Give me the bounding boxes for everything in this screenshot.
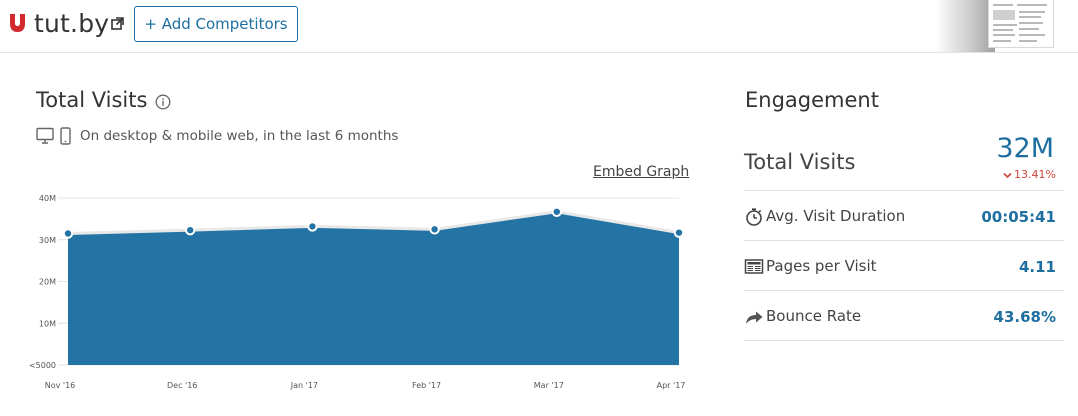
visits-subtitle: On desktop & mobile web, in the last 6 m…	[80, 128, 399, 144]
x-tick-label: Feb '17	[412, 381, 441, 390]
chart-points	[62, 206, 685, 239]
x-axis-ticks: Nov '16 Dec '16 Jan '17 Feb '17 Mar '17 Apr '…	[45, 381, 686, 390]
engagement-divider	[744, 190, 1064, 191]
data-point	[62, 228, 74, 239]
metric-row-pages-per-visit: Pages per Visit 4.11	[744, 253, 1064, 281]
data-point	[551, 206, 562, 217]
visits-change-badge: 13.41%	[1003, 168, 1056, 181]
metric-label: Pages per Visit	[766, 257, 877, 275]
y-tick-label: <5000	[29, 361, 56, 370]
metric-row-bounce-rate: Bounce Rate 43.68%	[744, 303, 1064, 331]
desktop-mobile-icon	[36, 127, 71, 145]
site-header: tut.by + Add Competitors	[0, 0, 1078, 53]
bounce-arrow-icon	[746, 311, 763, 324]
x-tick-label: Mar '17	[534, 381, 564, 390]
data-point	[307, 221, 318, 232]
metric-label: Avg. Visit Duration	[766, 207, 906, 225]
tutby-logo-icon	[10, 14, 25, 32]
engagement-total-visits-label: Total Visits	[744, 150, 856, 174]
x-tick-label: Dec '16	[167, 381, 197, 390]
data-point	[185, 224, 196, 236]
engagement-total-visits-value: 32M	[996, 133, 1054, 164]
embed-graph-link[interactable]: Embed Graph	[593, 164, 690, 180]
y-tick-label: 40M	[39, 194, 56, 203]
pages-icon	[744, 259, 764, 274]
engagement-divider	[744, 240, 1064, 241]
x-tick-label: Nov '16	[45, 381, 76, 390]
site-name: tut.by	[34, 9, 110, 38]
metric-label: Bounce Rate	[766, 307, 862, 325]
metric-value: 43.68%	[993, 308, 1056, 326]
chevron-down-icon	[1003, 172, 1012, 178]
stopwatch-icon	[746, 208, 762, 226]
website-thumbnail[interactable]	[988, 0, 1054, 48]
visits-area	[68, 211, 679, 365]
external-link-icon[interactable]	[111, 17, 124, 30]
metric-row-avg-visit-duration: Avg. Visit Duration 00:05:41	[744, 203, 1064, 231]
y-tick-label: 20M	[39, 278, 56, 287]
add-competitors-button[interactable]: + Add Competitors	[134, 6, 298, 42]
thumbnail-shadow	[935, 0, 995, 52]
total-visits-title: Total Visits	[36, 88, 148, 112]
x-tick-label: Jan '17	[290, 381, 318, 390]
metric-value: 4.11	[1018, 258, 1056, 276]
data-point	[673, 227, 685, 238]
data-point	[429, 224, 440, 235]
y-tick-label: 30M	[39, 236, 56, 245]
y-axis-ticks: <5000 10M 20M 30M 40M	[29, 194, 56, 370]
x-tick-label: Apr '17	[657, 381, 686, 390]
y-tick-label: 10M	[39, 319, 56, 328]
engagement-divider	[744, 290, 1064, 291]
metric-value: 00:05:41	[981, 208, 1056, 226]
chart-area-layer	[67, 210, 680, 365]
engagement-divider	[744, 340, 1064, 341]
info-icon[interactable]	[155, 94, 171, 110]
engagement-title: Engagement	[745, 88, 879, 112]
total-visits-chart: <5000 10M 20M 30M 40M Nov '16 Dec '16 Jan '17 F…	[29, 194, 686, 390]
visits-line	[67, 210, 680, 235]
visits-change-value: 13.41%	[1014, 168, 1056, 181]
